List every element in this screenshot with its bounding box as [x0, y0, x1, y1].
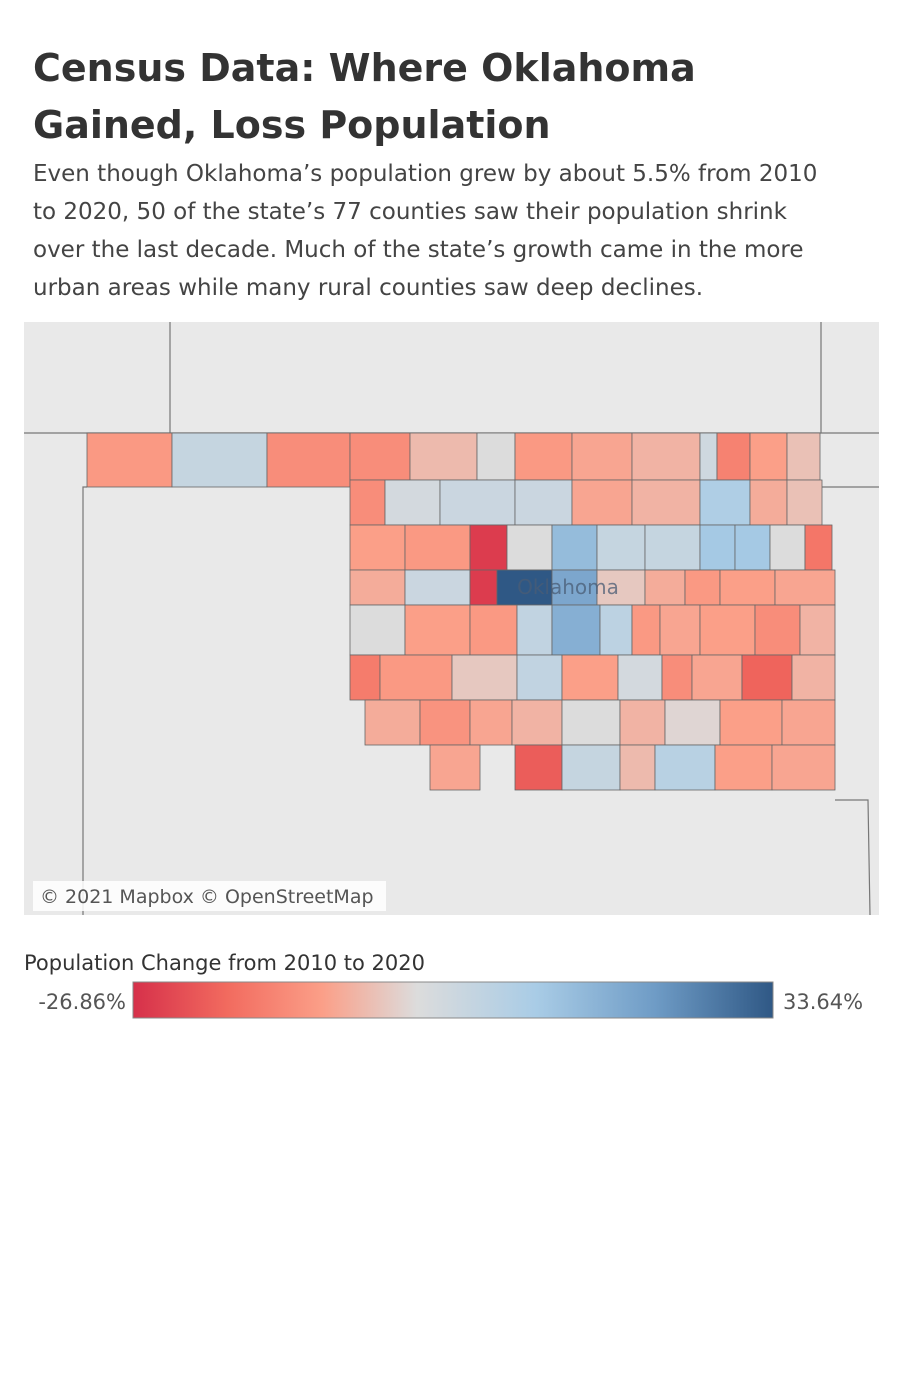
county	[596, 569, 646, 606]
county	[86, 432, 173, 488]
county	[419, 699, 471, 746]
county	[551, 604, 601, 656]
county	[171, 432, 268, 488]
counties	[86, 432, 836, 791]
county	[561, 744, 621, 791]
county	[516, 604, 553, 656]
county	[769, 524, 806, 571]
county	[596, 524, 646, 571]
county	[384, 479, 441, 526]
county	[514, 744, 563, 791]
county	[476, 432, 516, 481]
county	[469, 699, 513, 746]
county	[691, 654, 743, 701]
county	[619, 744, 656, 791]
county	[749, 479, 788, 526]
county	[469, 524, 508, 571]
legend-min: -26.86%	[38, 990, 126, 1014]
county	[514, 432, 573, 481]
county	[409, 432, 478, 481]
county	[561, 654, 619, 701]
county	[349, 569, 406, 606]
county	[791, 654, 836, 701]
county	[631, 604, 661, 656]
title: Census Data: Where Oklahoma Gained, Loss…	[33, 46, 696, 147]
county	[684, 569, 721, 606]
county	[661, 654, 693, 701]
county	[506, 524, 553, 571]
county	[716, 432, 751, 481]
county	[404, 604, 471, 656]
county	[771, 744, 836, 791]
county	[617, 654, 663, 701]
county	[571, 432, 633, 481]
county	[404, 524, 471, 571]
county	[379, 654, 453, 701]
legend-max: 33.64%	[783, 990, 863, 1014]
county	[741, 654, 793, 701]
county	[469, 604, 518, 656]
county	[429, 744, 481, 791]
county	[364, 699, 421, 746]
county	[516, 654, 563, 701]
county	[349, 524, 406, 571]
legend-bar	[132, 981, 774, 1019]
county	[699, 524, 736, 571]
county	[714, 744, 773, 791]
county	[439, 479, 516, 526]
county	[349, 654, 381, 701]
county	[699, 432, 718, 481]
county	[699, 604, 756, 656]
subtitle: Even though Oklahoma’s population grew b…	[33, 155, 817, 307]
county	[774, 569, 836, 606]
county	[781, 699, 836, 746]
county	[659, 604, 701, 656]
county	[664, 699, 721, 746]
county	[644, 524, 701, 571]
county	[404, 569, 471, 606]
county	[699, 479, 751, 526]
county	[644, 569, 686, 606]
subtitle-line: urban areas while many rural counties sa…	[33, 275, 704, 301]
county	[469, 569, 498, 606]
subtitle-line: Even though Oklahoma’s population grew b…	[33, 161, 818, 187]
attribution-box	[33, 881, 386, 911]
county	[599, 604, 633, 656]
state-label: Oklahoma	[517, 575, 619, 599]
county	[551, 524, 598, 571]
county	[786, 479, 823, 526]
county	[799, 604, 836, 656]
county	[654, 744, 716, 791]
county	[349, 604, 406, 656]
county	[631, 479, 701, 526]
county	[719, 569, 776, 606]
subtitle-line: over the last decade. Much of the state’…	[33, 237, 804, 263]
county	[571, 479, 633, 526]
county	[511, 699, 563, 746]
county	[749, 432, 788, 481]
county	[631, 432, 701, 481]
county	[804, 524, 833, 571]
legend-title: Population Change from 2010 to 2020	[24, 951, 425, 975]
county	[619, 699, 666, 746]
county	[349, 432, 411, 481]
subtitle-line: to 2020, 50 of the state’s 77 counties s…	[33, 199, 787, 225]
county	[514, 479, 573, 526]
county	[786, 432, 821, 481]
county	[349, 479, 386, 526]
county	[754, 604, 801, 656]
county	[719, 699, 783, 746]
county	[266, 432, 351, 488]
county	[451, 654, 518, 701]
attribution: © 2021 Mapbox © OpenStreetMap	[40, 886, 374, 908]
county	[734, 524, 771, 571]
county	[561, 699, 621, 746]
